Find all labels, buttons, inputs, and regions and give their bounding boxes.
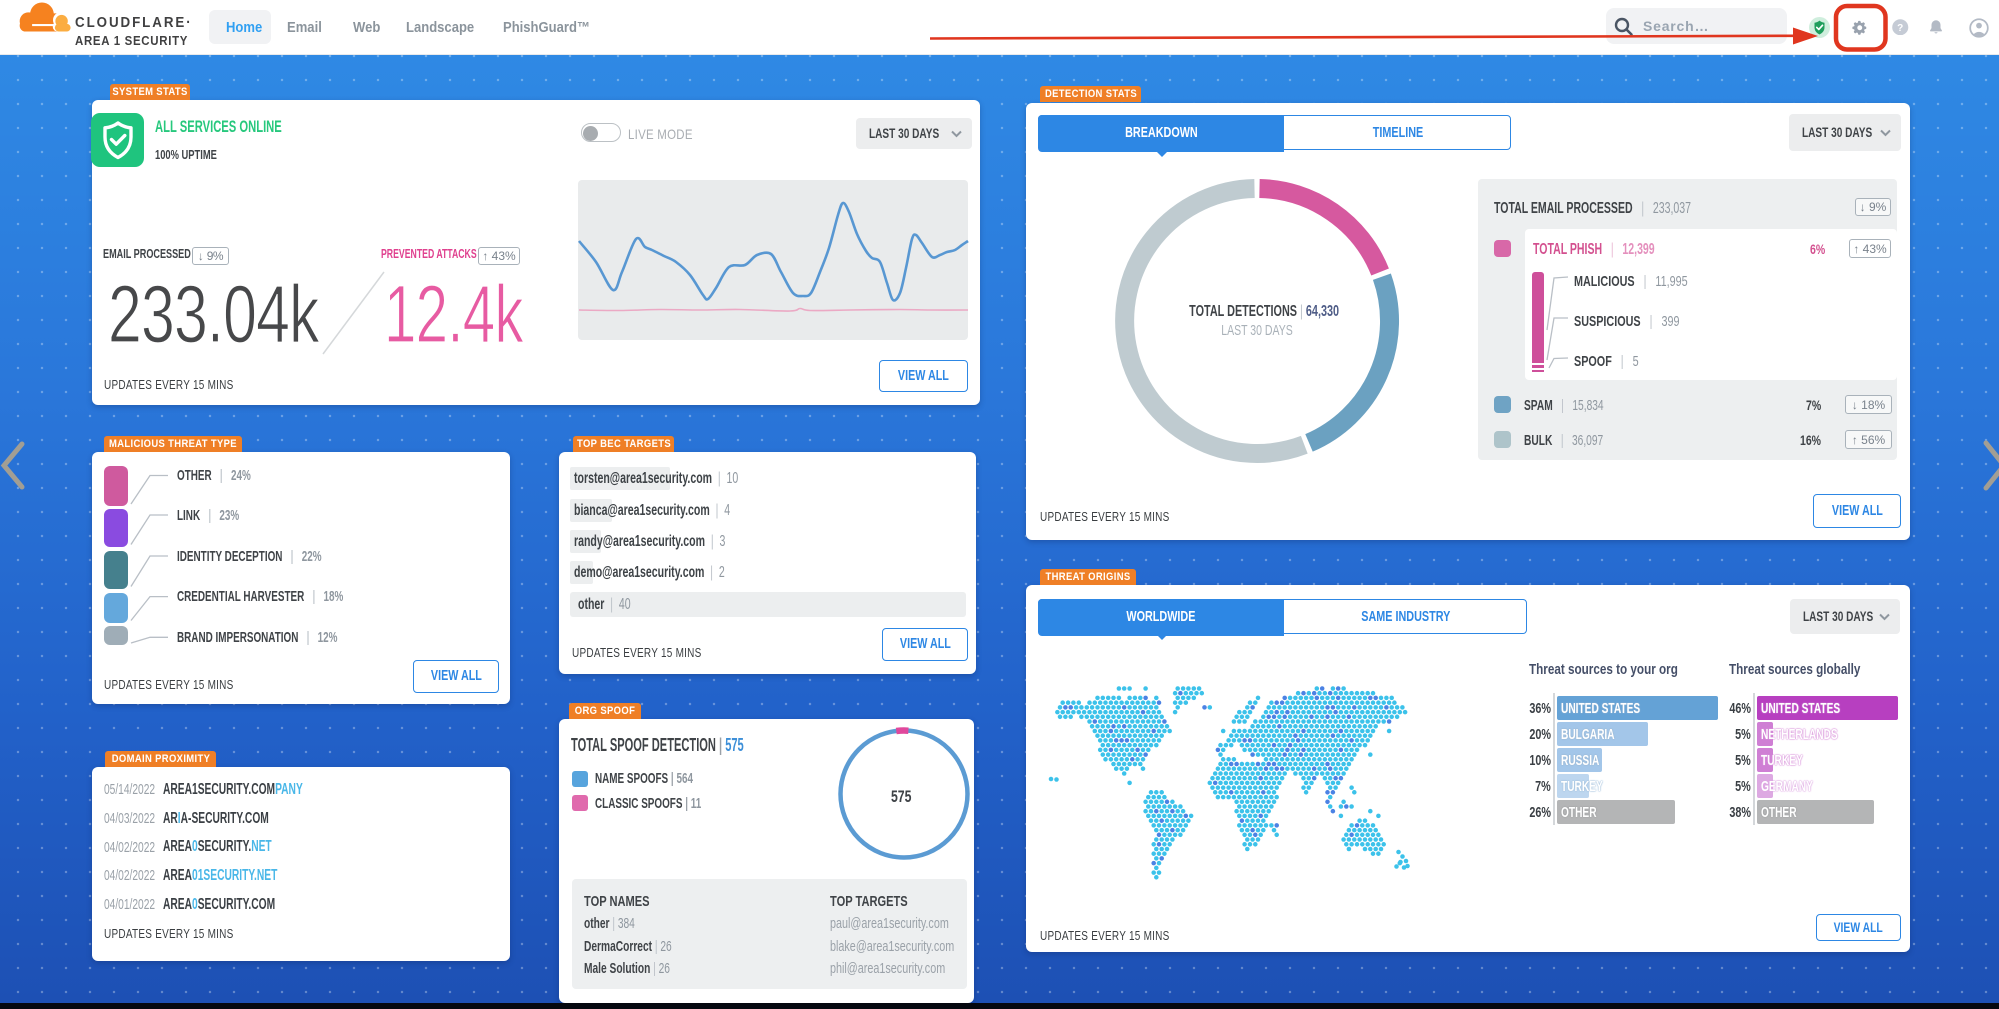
svg-text:?: ? bbox=[1897, 22, 1903, 33]
